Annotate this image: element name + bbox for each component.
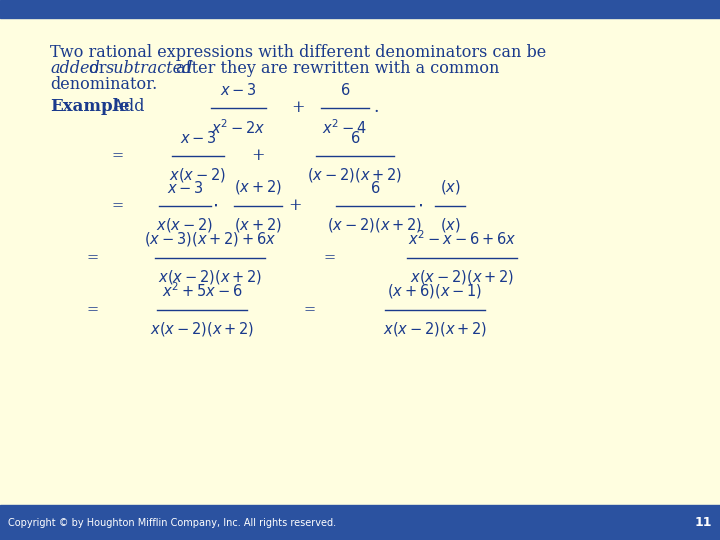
Text: $(x+6)(x-1)$: $(x+6)(x-1)$ <box>387 282 482 300</box>
Text: =: = <box>304 303 316 317</box>
Text: after they are rewritten with a common: after they are rewritten with a common <box>171 60 500 77</box>
Text: $6$: $6$ <box>340 82 350 98</box>
Text: $x^2+5x-6$: $x^2+5x-6$ <box>161 281 243 300</box>
Text: $x-3$: $x-3$ <box>179 130 217 146</box>
Text: $x-3$: $x-3$ <box>220 82 256 98</box>
Text: $(x+2)$: $(x+2)$ <box>234 178 282 196</box>
Text: $x^2-2x$: $x^2-2x$ <box>211 118 266 137</box>
Text: or: or <box>84 60 112 77</box>
Text: =: = <box>324 251 336 265</box>
Text: $x(x-2)(x+2)$: $x(x-2)(x+2)$ <box>410 268 514 286</box>
Text: +: + <box>288 198 302 214</box>
Text: $\cdot$: $\cdot$ <box>417 197 423 215</box>
Text: .: . <box>373 99 379 117</box>
Text: Example: Example <box>50 98 130 115</box>
Text: $(x)$: $(x)$ <box>440 216 460 234</box>
Text: Copyright © by Houghton Mifflin Company, Inc. All rights reserved.: Copyright © by Houghton Mifflin Company,… <box>8 518 336 528</box>
Text: $x^2-4$: $x^2-4$ <box>323 118 367 137</box>
Text: 11: 11 <box>695 516 712 530</box>
Text: $x(x-2)(x+2)$: $x(x-2)(x+2)$ <box>158 268 262 286</box>
Text: $x-3$: $x-3$ <box>166 180 204 196</box>
Text: $x^2-x-6+6x$: $x^2-x-6+6x$ <box>408 230 516 248</box>
Text: subtracted: subtracted <box>106 60 194 77</box>
Text: $(x-2)(x+2)$: $(x-2)(x+2)$ <box>307 166 402 184</box>
Text: $x(x-2)(x+2)$: $x(x-2)(x+2)$ <box>383 320 487 338</box>
Text: $(x+2)$: $(x+2)$ <box>234 216 282 234</box>
Text: +: + <box>292 99 305 117</box>
Text: denominator.: denominator. <box>50 76 157 93</box>
Text: =: = <box>112 149 124 163</box>
Text: $(x-2)(x+2)$: $(x-2)(x+2)$ <box>328 216 423 234</box>
Text: $\cdot$: $\cdot$ <box>212 197 218 215</box>
Text: $6$: $6$ <box>350 130 360 146</box>
Text: +: + <box>251 147 265 165</box>
Text: =: = <box>87 251 99 265</box>
Text: =: = <box>112 199 124 213</box>
Text: $x(x-2)(x+2)$: $x(x-2)(x+2)$ <box>150 320 254 338</box>
Bar <box>0 0 720 18</box>
Text: $(x-3)(x+2)+6x$: $(x-3)(x+2)+6x$ <box>144 230 276 248</box>
Text: =: = <box>87 303 99 317</box>
Text: $x(x-2)$: $x(x-2)$ <box>156 216 214 234</box>
Text: $(x)$: $(x)$ <box>440 178 460 196</box>
Text: added: added <box>50 60 100 77</box>
Text: Two rational expressions with different denominators can be: Two rational expressions with different … <box>50 44 546 61</box>
Bar <box>0 505 720 540</box>
Text: $x(x-2)$: $x(x-2)$ <box>169 166 227 184</box>
Text: : Add: : Add <box>102 98 145 115</box>
Text: $6$: $6$ <box>370 180 380 196</box>
